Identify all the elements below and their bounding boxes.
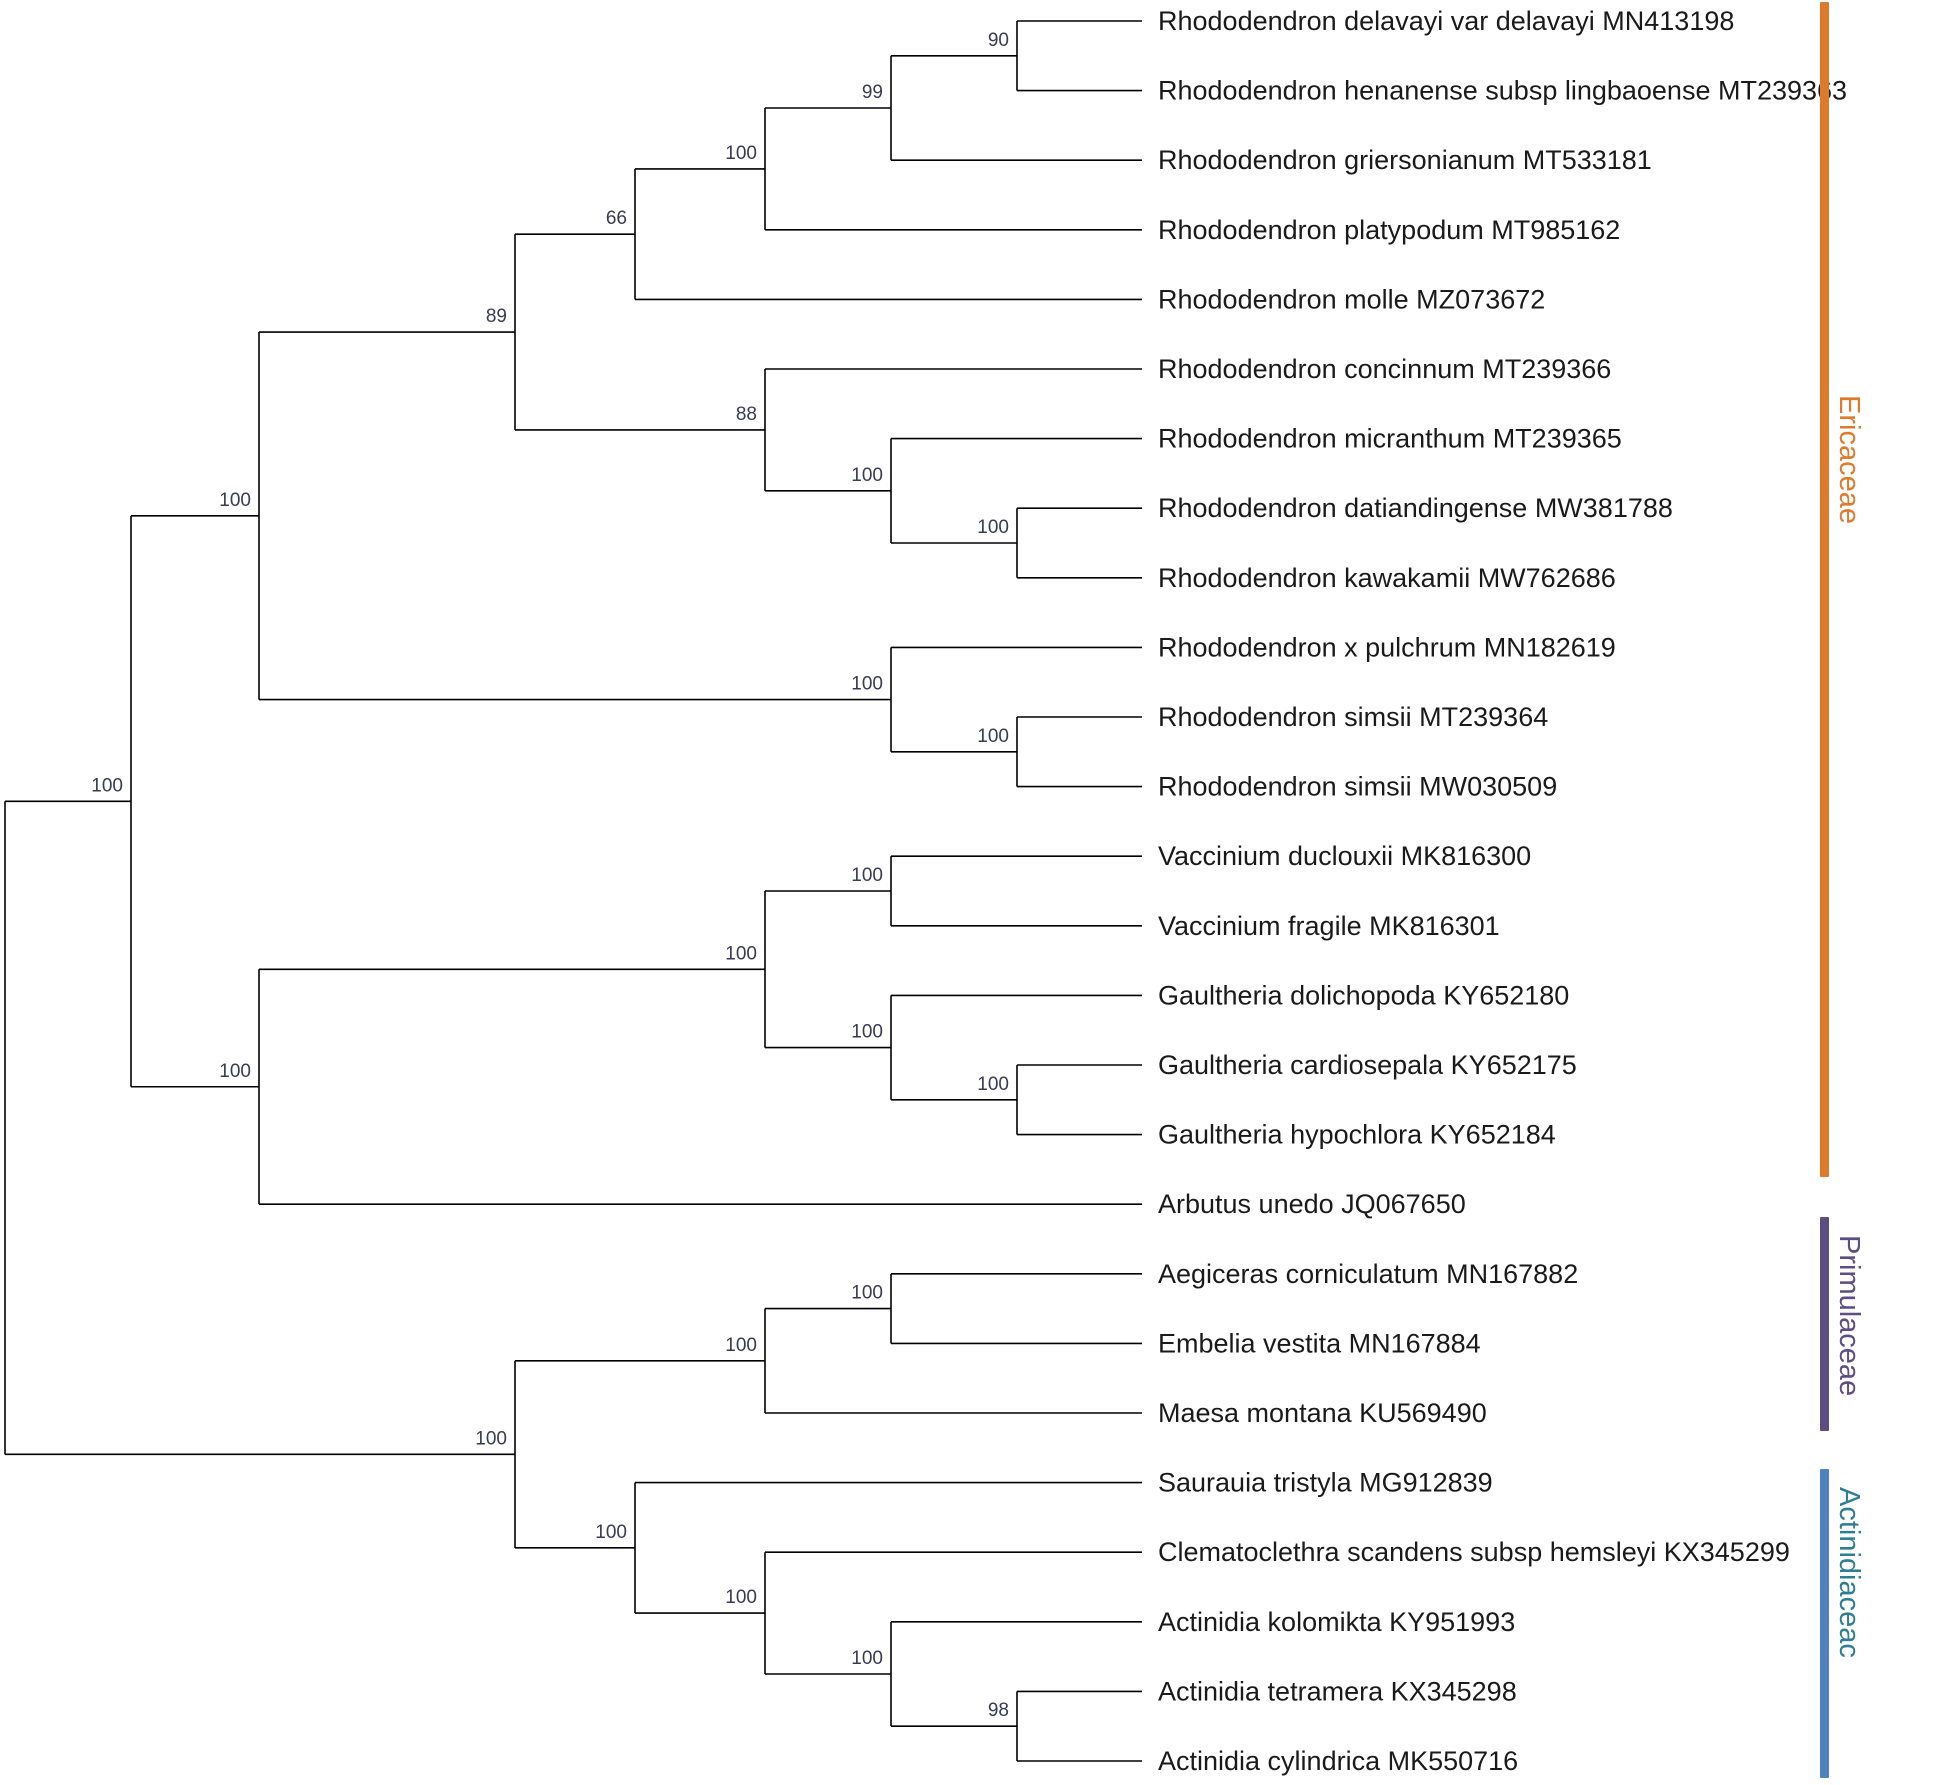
svg-text:100: 100: [725, 943, 757, 964]
svg-text:Rhododendron x pulchrum MN1826: Rhododendron x pulchrum MN182619: [1158, 632, 1616, 662]
svg-text:Vaccinium fragile MK816301: Vaccinium fragile MK816301: [1158, 911, 1500, 941]
svg-text:100: 100: [595, 1522, 627, 1543]
svg-text:Rhododendron delavayi var dela: Rhododendron delavayi var delavayi MN413…: [1158, 6, 1734, 36]
svg-text:100: 100: [851, 1022, 883, 1043]
svg-text:100: 100: [725, 143, 757, 164]
svg-text:Rhododendron molle MZ073672: Rhododendron molle MZ073672: [1158, 284, 1545, 314]
svg-text:Vaccinium duclouxii MK816300: Vaccinium duclouxii MK816300: [1158, 841, 1531, 871]
svg-text:Actinidia tetramera KX345298: Actinidia tetramera KX345298: [1158, 1676, 1517, 1706]
svg-text:100: 100: [219, 490, 251, 511]
svg-text:Rhododendron henanense subsp l: Rhododendron henanense subsp lingbaoense…: [1158, 76, 1847, 106]
svg-text:Gaultheria dolichopoda KY65218: Gaultheria dolichopoda KY652180: [1158, 980, 1569, 1010]
svg-text:Gaultheria hypochlora KY652184: Gaultheria hypochlora KY652184: [1158, 1120, 1556, 1150]
svg-text:Maesa montana KU569490: Maesa montana KU569490: [1158, 1398, 1487, 1428]
svg-text:Rhododendron datiandingense MW: Rhododendron datiandingense MW381788: [1158, 493, 1673, 523]
svg-text:100: 100: [851, 465, 883, 486]
svg-text:98: 98: [988, 1700, 1009, 1721]
svg-text:Rhododendron micranthum MT2393: Rhododendron micranthum MT239365: [1158, 424, 1622, 454]
svg-text:100: 100: [851, 1648, 883, 1669]
svg-text:Rhododendron kawakamii MW76268: Rhododendron kawakamii MW762686: [1158, 563, 1616, 593]
svg-text:100: 100: [851, 1283, 883, 1304]
svg-text:Rhododendron simsii MT239364: Rhododendron simsii MT239364: [1158, 702, 1548, 732]
svg-text:90: 90: [988, 30, 1009, 51]
svg-text:Rhododendron platypodum MT9851: Rhododendron platypodum MT985162: [1158, 215, 1620, 245]
svg-text:100: 100: [475, 1428, 507, 1449]
svg-text:100: 100: [977, 1074, 1009, 1095]
svg-text:100: 100: [725, 1335, 757, 1356]
svg-text:66: 66: [606, 208, 627, 229]
svg-text:100: 100: [851, 865, 883, 886]
svg-text:100: 100: [91, 775, 123, 796]
svg-text:Clematoclethra scandens subsp: Clematoclethra scandens subsp hemsleyi K…: [1158, 1537, 1790, 1567]
svg-text:100: 100: [851, 674, 883, 695]
svg-text:100: 100: [977, 517, 1009, 538]
svg-text:Actinidia kolomikta KY951993: Actinidia kolomikta KY951993: [1158, 1607, 1515, 1637]
svg-text:Arbutus unedo JQ067650: Arbutus unedo JQ067650: [1158, 1189, 1466, 1219]
svg-text:100: 100: [977, 726, 1009, 747]
svg-text:100: 100: [725, 1587, 757, 1608]
svg-text:Aegiceras corniculatum MN16788: Aegiceras corniculatum MN167882: [1158, 1259, 1578, 1289]
svg-text:Actinidia cylindrica MK550716: Actinidia cylindrica MK550716: [1158, 1746, 1518, 1776]
svg-text:Rhododendron griersonianum MT5: Rhododendron griersonianum MT533181: [1158, 145, 1652, 175]
svg-text:99: 99: [862, 82, 883, 103]
svg-text:Rhododendron concinnum MT23936: Rhododendron concinnum MT239366: [1158, 354, 1611, 384]
svg-text:Saurauia tristyla MG912839: Saurauia tristyla MG912839: [1158, 1468, 1493, 1498]
svg-text:100: 100: [219, 1061, 251, 1082]
svg-text:Gaultheria cardiosepala KY6521: Gaultheria cardiosepala KY652175: [1158, 1050, 1577, 1080]
svg-text:Embelia vestita MN167884: Embelia vestita MN167884: [1158, 1328, 1481, 1358]
svg-text:88: 88: [736, 404, 757, 425]
svg-text:Rhododendron simsii MW030509: Rhododendron simsii MW030509: [1158, 772, 1557, 802]
svg-text:89: 89: [486, 306, 507, 327]
